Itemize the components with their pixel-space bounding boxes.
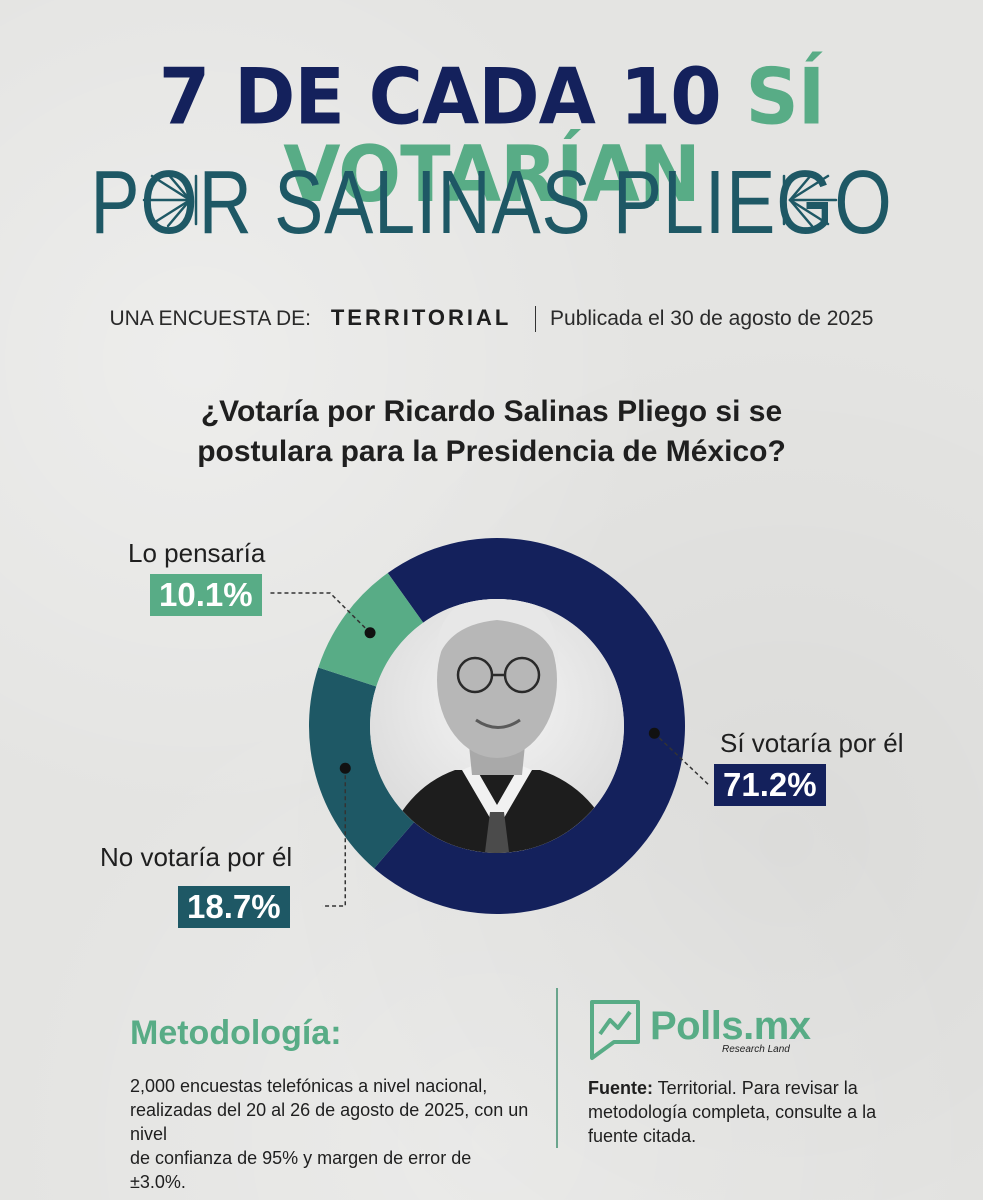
slice-value-lo-pensaria: 10.1% [150, 574, 262, 616]
slice-label-si-votaria: Sí votaría por él [720, 728, 904, 758]
leader-dot-no-votaria [339, 762, 351, 774]
portrait-photo [370, 599, 624, 853]
leader-dot-lo-pensaria [364, 627, 376, 639]
polls-brand: Polls.mx [650, 1004, 811, 1048]
divider [535, 306, 537, 333]
leader-line [653, 732, 711, 787]
methodology-line3: de confianza de 95% y margen de error de… [130, 1148, 472, 1192]
footer-divider [556, 988, 558, 1148]
methodology-line2: realizadas del 20 al 26 de agosto de 202… [130, 1100, 529, 1144]
leader-dot-si-votaria [648, 727, 660, 739]
leader-line [268, 592, 371, 634]
chart-question: ¿Votaría por Ricardo Salinas Pliego si s… [0, 392, 983, 472]
source-line2: metodología completa, consulte a la [588, 1102, 877, 1122]
source-line1: Territorial. Para revisar la [653, 1078, 858, 1098]
methodology-line1: 2,000 encuestas telefónicas a nivel naci… [130, 1076, 488, 1096]
headline-line2: POR SALINAS PLIEGO [90, 153, 893, 253]
methodology-title: Metodología: [130, 1014, 342, 1052]
burst-right-icon [782, 172, 838, 228]
survey-source-row: UNA ENCUESTA DE: TERRITORIAL Publicada e… [0, 305, 983, 333]
slice-value-si-votaria: 71.2% [714, 764, 826, 806]
slice-label-no-votaria: No votaría por él [100, 842, 293, 872]
donut-slice-no-votaria [308, 667, 415, 869]
source-line3: fuente citada. [588, 1126, 697, 1146]
leader-line [322, 768, 347, 907]
polls-sub-brand: Research Land [722, 1044, 790, 1055]
polls-logo-icon [590, 1000, 640, 1060]
survey-label: UNA ENCUESTA DE: [109, 307, 312, 330]
question-line2: postulara para la Presidencia de México? [197, 435, 786, 468]
source-text: Fuente: Territorial. Para revisar la met… [588, 1076, 888, 1148]
methodology-text: 2,000 encuestas telefónicas a nivel naci… [130, 1074, 530, 1194]
headline-part1: 7 DE CADA 10 [158, 52, 722, 143]
headline: 7 DE CADA 10 SÍ VOTARÍAN [0, 58, 983, 213]
headline-part2: SÍ VOTARÍAN [283, 52, 825, 220]
burst-left-icon [142, 172, 198, 228]
slice-value-no-votaria: 18.7% [178, 886, 290, 928]
publication-date: Publicada el 30 de agosto de 2025 [550, 307, 874, 330]
territorial-logo: TERRITORIAL [330, 305, 512, 330]
slice-label-lo-pensaria: Lo pensaría [128, 538, 266, 568]
question-line1: ¿Votaría por Ricardo Salinas Pliego si s… [200, 395, 783, 428]
donut-slice-si-votaria [374, 537, 685, 914]
source-label: Fuente: [588, 1078, 653, 1098]
